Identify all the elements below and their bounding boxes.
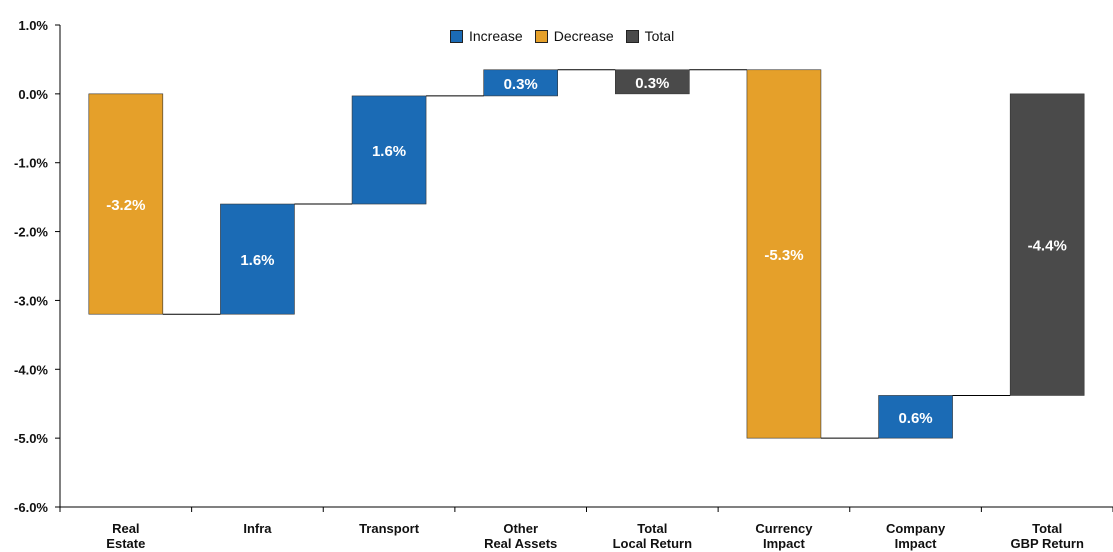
- x-tick-label: Currency: [755, 521, 813, 536]
- data-label: -5.3%: [764, 247, 803, 264]
- data-label: -3.2%: [106, 197, 145, 214]
- bar-increase: [483, 69, 558, 97]
- y-tick-label: -5.0%: [14, 431, 48, 446]
- legend: Increase Decrease Total: [450, 28, 686, 44]
- y-tick-label: -6.0%: [14, 500, 48, 515]
- bar-increase: [878, 395, 953, 439]
- legend-swatch-decrease: [534, 29, 548, 43]
- data-label: -4.4%: [1028, 238, 1067, 255]
- x-tick-label: Transport: [359, 521, 420, 536]
- x-tick-label: Other: [503, 521, 538, 536]
- data-label: 1.6%: [240, 252, 274, 269]
- legend-swatch-total: [625, 29, 639, 43]
- x-tick-label: Real: [112, 521, 139, 536]
- y-tick-label: -2.0%: [14, 225, 48, 240]
- y-tick-label: -4.0%: [14, 362, 48, 377]
- bar-total: [615, 69, 690, 95]
- legend-label-increase: Increase: [469, 28, 523, 44]
- x-tick-label: Estate: [106, 536, 145, 551]
- legend-item-decrease: Decrease: [534, 28, 614, 44]
- data-label: 0.6%: [898, 410, 932, 427]
- data-label: 0.3%: [635, 75, 669, 92]
- legend-item-increase: Increase: [450, 28, 523, 44]
- data-label: 1.6%: [372, 143, 406, 160]
- bar-decrease: [746, 69, 822, 439]
- x-tick-label: Company: [886, 521, 946, 536]
- bar-increase: [351, 95, 427, 205]
- x-tick-label: Total: [637, 521, 667, 536]
- y-tick-label: -3.0%: [14, 293, 48, 308]
- x-tick-label: Infra: [243, 521, 272, 536]
- y-tick-label: 1.0%: [18, 18, 48, 33]
- y-tick-label: -1.0%: [14, 156, 48, 171]
- bar-increase: [220, 203, 295, 315]
- x-tick-label: Total: [1032, 521, 1062, 536]
- bar-decrease: [88, 93, 164, 315]
- legend-label-total: Total: [644, 28, 675, 44]
- x-tick-label: Real Assets: [484, 536, 557, 551]
- x-tick-label: Impact: [895, 536, 938, 551]
- data-label: 0.3%: [504, 76, 538, 93]
- x-tick-label: Local Return: [613, 536, 693, 551]
- legend-item-total: Total: [625, 28, 675, 44]
- x-tick-label: GBP Return: [1010, 536, 1083, 551]
- legend-label-decrease: Decrease: [553, 28, 614, 44]
- x-tick-label: Impact: [763, 536, 806, 551]
- legend-swatch-increase: [450, 29, 463, 43]
- y-tick-label: 0.0%: [18, 87, 48, 102]
- bar-total: [1009, 93, 1085, 396]
